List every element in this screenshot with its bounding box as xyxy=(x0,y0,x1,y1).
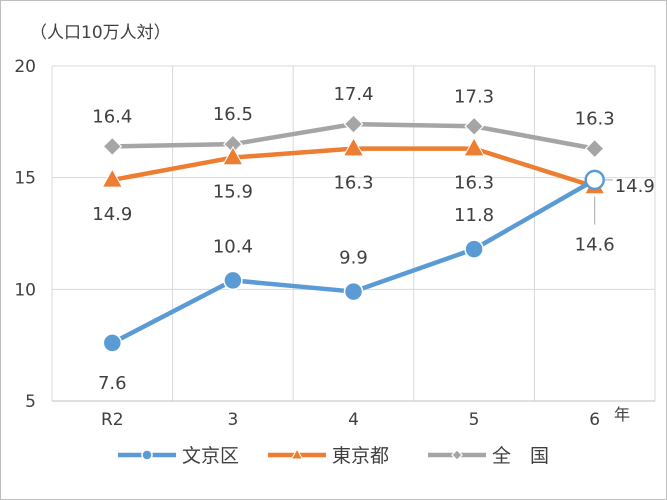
series-0-point-0 xyxy=(102,333,123,353)
unit-label: （人口10万人対） xyxy=(30,23,171,43)
data-label-1-1: 15.9 xyxy=(213,182,253,203)
data-label-2-3: 17.3 xyxy=(454,86,494,107)
data-label-2-1: 16.5 xyxy=(213,104,253,125)
series-0-point-4 xyxy=(584,169,605,191)
series-0-point-2 xyxy=(343,281,364,302)
legend-label-1: 東京都 xyxy=(332,445,389,467)
series-2-point-3 xyxy=(464,116,484,137)
x-tick-label-6: 6 xyxy=(589,410,600,430)
data-label-0-2: 9.9 xyxy=(339,248,368,269)
y-tick-label-20: 20 xyxy=(14,57,36,77)
data-label-0-1: 10.4 xyxy=(213,236,253,257)
y-tick-label-10: 10 xyxy=(14,280,36,300)
data-label-2-2: 17.4 xyxy=(333,84,373,105)
y-tick-label-15: 15 xyxy=(14,169,36,189)
data-label-0-4: 14.9 xyxy=(615,176,655,197)
data-label-0-3: 11.8 xyxy=(454,205,494,226)
x-tick-label-3: 3 xyxy=(227,410,238,430)
legend-marker-2 xyxy=(451,449,463,461)
series-1-point-0 xyxy=(101,168,124,188)
series-1-point-3 xyxy=(463,137,485,157)
legend-marker-0 xyxy=(141,449,153,461)
series-2-point-4 xyxy=(584,138,605,159)
data-label-2-0: 16.4 xyxy=(92,106,132,127)
data-label-0-0: 7.6 xyxy=(98,373,127,394)
x-tick-label-R2: R2 xyxy=(101,410,124,430)
series xyxy=(101,114,606,353)
legend-label-2: 全 国 xyxy=(492,445,549,467)
legend-label-0: 文京区 xyxy=(182,445,239,467)
series-0-point-3 xyxy=(464,239,484,259)
legend-marker-1 xyxy=(290,448,304,460)
data-label-1-4: 14.6 xyxy=(575,235,615,256)
legend: 文京区 東京都 全 国 xyxy=(118,445,549,467)
data-label-1-0: 14.9 xyxy=(92,204,132,225)
data-labels: 7.6 10.4 9.9 11.8 14.9 14.9 15.9 16.3 16.3 14.6 16… xyxy=(92,84,655,394)
x-unit-label: 年 xyxy=(614,405,630,424)
series-1-point-1 xyxy=(222,145,244,166)
series-2-point-2 xyxy=(343,114,364,134)
y-tick-label-5: 5 xyxy=(25,392,36,412)
x-tick-label-5: 5 xyxy=(469,410,480,430)
data-label-1-2: 16.3 xyxy=(333,173,373,194)
series-2-point-0 xyxy=(102,136,123,157)
series-1-point-2 xyxy=(342,137,365,157)
x-tick-label-4: 4 xyxy=(348,410,359,430)
data-label-1-3: 16.3 xyxy=(454,173,494,194)
series-0-point-1 xyxy=(223,270,243,291)
data-label-2-4: 16.3 xyxy=(575,109,615,130)
axes: 5 10 15 20 R2 3 4 5 6 xyxy=(14,57,655,430)
